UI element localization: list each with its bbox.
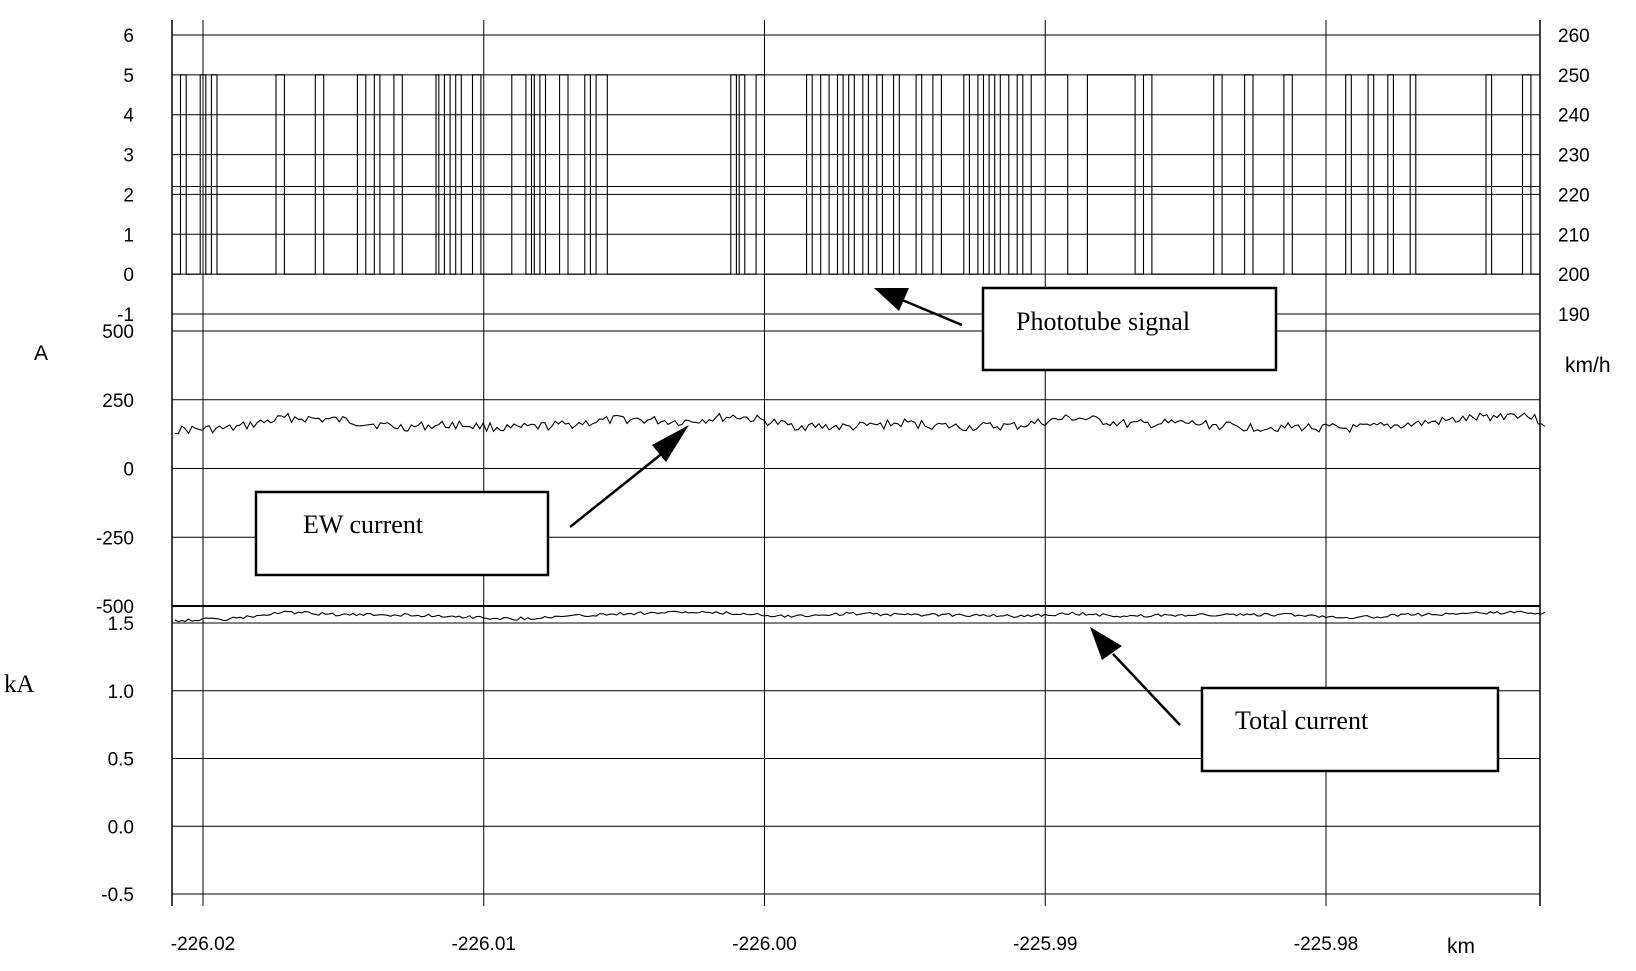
top-right-tick-label: 240 bbox=[1558, 106, 1590, 127]
phototube-annotation: Phototube signal bbox=[874, 286, 1278, 372]
x-tick-labels: -226.02 -226.01 -226.00 -225.99 -225.98 bbox=[171, 934, 1358, 955]
x-tick-label: -225.98 bbox=[1294, 934, 1358, 955]
top-right-tick-label: 230 bbox=[1558, 146, 1590, 167]
top-right-tick-label: 200 bbox=[1558, 265, 1590, 286]
top-left-tick-label: 4 bbox=[123, 106, 134, 127]
ew-current-annotation-label: EW current bbox=[303, 510, 424, 539]
top-left-tick-label: 2 bbox=[123, 185, 134, 206]
total-current-arrow-shaft bbox=[1112, 653, 1181, 726]
middle-tick-label: 250 bbox=[102, 391, 134, 412]
middle-tick-label: 0 bbox=[123, 460, 134, 481]
middle-tick-labels: 500 250 0 -250 -500 bbox=[96, 322, 134, 618]
bottom-tick-label: 0.0 bbox=[108, 817, 134, 838]
x-tick-label: -226.01 bbox=[452, 934, 516, 955]
top-left-tick-labels: 6 5 4 3 2 1 0 -1 bbox=[117, 26, 134, 326]
bottom-tick-label: -0.5 bbox=[101, 885, 134, 906]
total-current-trace bbox=[174, 610, 1546, 623]
top-left-tick-label: 0 bbox=[123, 265, 134, 286]
top-right-tick-label: 190 bbox=[1558, 305, 1590, 326]
total-current-annotation-label: Total current bbox=[1235, 706, 1369, 735]
bottom-tick-label: 0.5 bbox=[108, 750, 134, 771]
top-right-tick-label: 250 bbox=[1558, 66, 1590, 87]
middle-tick-label: 500 bbox=[102, 322, 134, 343]
middle-tick-label: -250 bbox=[96, 528, 134, 549]
top-right-tick-labels: 260 250 240 230 220 210 200 190 bbox=[1558, 26, 1590, 326]
x-tick-label: -226.00 bbox=[732, 934, 796, 955]
top-right-tick-label: 220 bbox=[1558, 185, 1590, 206]
ew-current-arrow-shaft bbox=[569, 451, 665, 528]
top-right-tick-label: 210 bbox=[1558, 225, 1590, 246]
ew-current-trace bbox=[174, 412, 1546, 435]
ew-current-arrow-head bbox=[652, 425, 689, 462]
top-left-tick-label: -1 bbox=[117, 305, 134, 326]
ew-current-annotation-box bbox=[254, 490, 550, 577]
phototube-arrow-shaft bbox=[894, 295, 963, 327]
x-tick-label: -226.02 bbox=[171, 934, 235, 955]
top-panel-gridlines bbox=[172, 34, 1540, 315]
phototube-arrow-head bbox=[874, 288, 909, 311]
total-current-annotation-box bbox=[1200, 686, 1500, 773]
top-left-tick-label: 5 bbox=[123, 66, 134, 87]
bottom-axis-unit: kA bbox=[4, 671, 35, 698]
plot-frame bbox=[171, 20, 1541, 906]
total-current-annotation: Total current bbox=[1090, 627, 1500, 773]
bottom-tick-label: 1.0 bbox=[108, 682, 134, 703]
bottom-tick-label: 1.5 bbox=[108, 614, 134, 635]
x-axis-unit: km bbox=[1447, 935, 1475, 958]
ew-current-annotation: EW current bbox=[254, 425, 689, 577]
x-tick-label: -225.99 bbox=[1013, 934, 1077, 955]
top-left-tick-label: 6 bbox=[123, 26, 134, 47]
middle-axis-unit: A bbox=[34, 342, 48, 365]
phototube-signal-trace bbox=[172, 74, 1540, 275]
phototube-annotation-box bbox=[981, 286, 1278, 372]
right-axis-unit: km/h bbox=[1565, 354, 1611, 377]
bottom-tick-labels: 1.5 1.0 0.5 0.0 -0.5 bbox=[101, 614, 134, 906]
total-current-arrow-head bbox=[1090, 627, 1122, 660]
phototube-annotation-label: Phototube signal bbox=[1016, 307, 1190, 336]
top-left-tick-label: 3 bbox=[123, 146, 134, 167]
top-right-tick-label: 260 bbox=[1558, 26, 1590, 47]
middle-tick-label: -500 bbox=[96, 597, 134, 618]
top-left-tick-label: 1 bbox=[123, 225, 134, 246]
